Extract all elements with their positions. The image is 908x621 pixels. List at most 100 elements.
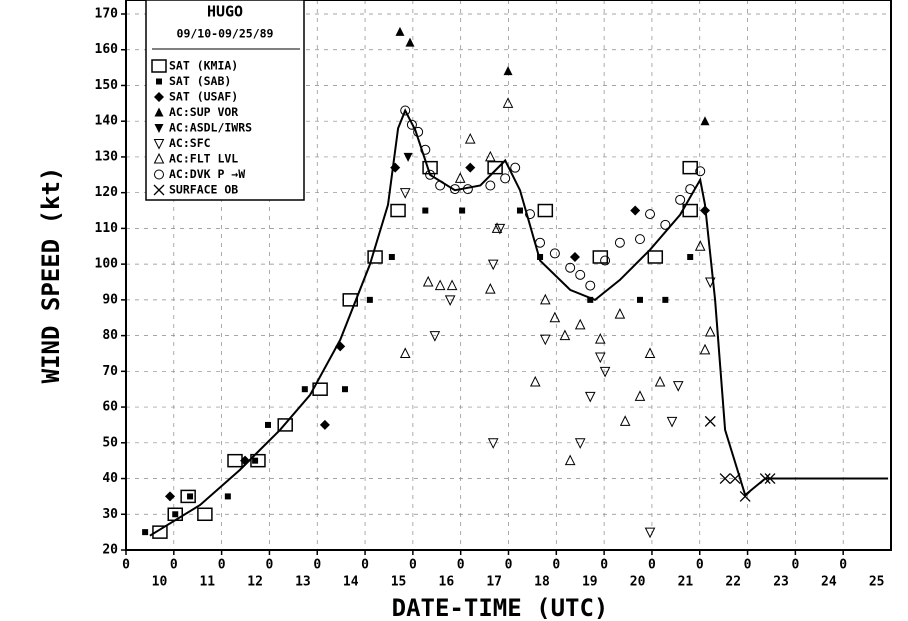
y-tick-label: 30	[102, 507, 118, 522]
point	[491, 222, 503, 233]
point	[388, 253, 395, 260]
legend: HUGO 09/10-09/25/89 SAT (KMIA)SAT (SAB) SAT…	[145, 0, 305, 201]
x-tick-label: 0	[744, 558, 752, 573]
date-tick-label: 17	[486, 575, 502, 590]
date-tick-label: 25	[869, 575, 885, 590]
x-tick-label: 0	[648, 558, 656, 573]
x-tick-label: 0	[552, 558, 560, 573]
point	[719, 473, 731, 484]
point	[459, 207, 466, 214]
x-tick-label: 0	[791, 558, 799, 573]
legend-label: AC:ASDL/IWRS	[169, 121, 252, 135]
point	[662, 296, 669, 303]
date-tick-label: 19	[582, 575, 598, 590]
legend-title: HUGO	[207, 3, 243, 21]
point	[227, 453, 243, 468]
date-tick-label: 12	[247, 575, 263, 590]
date-tick-label: 15	[391, 575, 407, 590]
point	[594, 333, 606, 344]
point	[549, 311, 561, 323]
point	[485, 180, 496, 191]
point	[422, 207, 429, 214]
point	[660, 219, 671, 230]
point	[525, 209, 536, 220]
point	[564, 454, 576, 466]
point	[341, 386, 348, 393]
point	[510, 162, 521, 173]
point	[614, 237, 625, 248]
point	[666, 416, 678, 428]
x-tick-label: 0	[170, 558, 178, 573]
legend-marker	[154, 124, 164, 133]
point	[197, 507, 213, 522]
point	[614, 308, 626, 319]
x-axis-label: DATE-TIME (UTC)	[392, 594, 609, 621]
point	[502, 97, 514, 108]
y-axis-label: WIND SPEED (kt)	[37, 167, 65, 384]
date-tick-label: 24	[821, 575, 837, 590]
date-tick-label: 20	[630, 575, 646, 590]
point	[400, 105, 411, 116]
point	[694, 240, 706, 251]
date-tick-label: 13	[295, 575, 311, 590]
point	[319, 419, 330, 430]
date-tick-label: 18	[534, 575, 550, 590]
y-tick-label: 100	[95, 257, 119, 272]
point	[599, 366, 611, 378]
x-tick-label: 0	[266, 558, 274, 573]
point	[429, 331, 441, 342]
legend-marker	[154, 169, 164, 180]
point	[434, 279, 446, 291]
x-tick-label: 0	[218, 558, 226, 573]
legend-label: SAT (SAB)	[169, 74, 231, 88]
point	[587, 296, 594, 303]
point	[529, 375, 541, 387]
y-tick-label: 60	[102, 400, 118, 415]
point	[672, 381, 684, 392]
best-track-line	[149, 108, 889, 537]
point	[634, 234, 645, 245]
legend-label: AC:SUP VOR	[169, 105, 238, 119]
point	[444, 295, 456, 306]
date-tick-label: 16	[439, 575, 455, 590]
legend-marker	[153, 152, 165, 164]
point	[540, 293, 551, 305]
point	[390, 203, 406, 218]
legend-label: AC:DVK P →W	[169, 167, 245, 181]
point	[565, 262, 576, 273]
point	[187, 493, 194, 500]
legend-marker	[154, 92, 164, 102]
y-tick-label: 150	[95, 78, 119, 93]
date-tick-label: 11	[199, 575, 215, 590]
point	[574, 438, 586, 449]
point	[485, 283, 496, 294]
y-tick-label: 40	[102, 471, 118, 486]
plot-frame	[125, 0, 892, 551]
x-tick-label: 0	[409, 558, 417, 573]
point	[695, 166, 706, 177]
point	[406, 119, 417, 130]
point	[487, 160, 503, 175]
point	[465, 162, 476, 173]
date-tick-label: 22	[725, 575, 741, 590]
point	[500, 173, 511, 184]
legend-label: SAT (USAF)	[169, 90, 238, 104]
x-tick-label: 0	[839, 558, 847, 573]
point	[537, 203, 554, 218]
x-tick-label: 0	[600, 558, 608, 573]
point	[644, 347, 656, 358]
point	[172, 511, 179, 518]
point	[265, 421, 272, 428]
legend-label: SURFACE OB	[169, 183, 238, 197]
point	[575, 269, 586, 280]
point	[485, 150, 496, 162]
point	[454, 172, 466, 183]
y-tick-label: 160	[95, 42, 119, 57]
point	[399, 188, 411, 199]
date-tick-label: 23	[773, 575, 789, 590]
point	[647, 250, 664, 264]
y-tick-label: 50	[102, 435, 118, 450]
y-tick-label: 120	[95, 185, 119, 200]
x-tick-label: 0	[361, 558, 369, 573]
